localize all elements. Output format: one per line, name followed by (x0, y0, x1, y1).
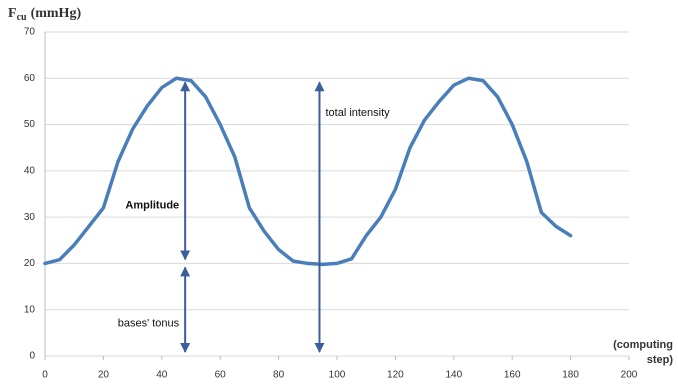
x-tick-label: 140 (445, 370, 462, 381)
x-tick-label: 120 (387, 370, 404, 381)
x-tick-label: 100 (329, 370, 346, 381)
y-tick-label: 70 (24, 27, 36, 38)
x-tick-label: 180 (562, 370, 579, 381)
x-axis-label: step) (647, 354, 674, 366)
x-tick-label: 160 (504, 370, 521, 381)
x-tick-label: 200 (621, 370, 638, 381)
y-tick-label: 0 (29, 351, 35, 362)
annotation-label: bases' tonus (118, 318, 180, 330)
x-tick-label: 20 (98, 370, 110, 381)
y-tick-label: 40 (24, 165, 36, 176)
data-line (43, 76, 573, 267)
x-tick-label: 60 (215, 370, 227, 381)
y-axis-label: Fcu (mmHg) (8, 6, 81, 23)
x-tick-label: 0 (42, 370, 48, 381)
x-tick-label: 40 (156, 370, 168, 381)
y-tick-label: 10 (24, 304, 36, 315)
y-tick-label: 20 (24, 258, 36, 269)
annotation-label: total intensity (325, 107, 390, 119)
x-axis-label: (computing (613, 339, 673, 351)
y-tick-label: 50 (24, 119, 36, 130)
y-tick-label: 60 (24, 73, 36, 84)
annotation-label: Amplitude (125, 199, 179, 211)
y-tick-label: 30 (24, 212, 36, 223)
x-tick-label: 80 (273, 370, 285, 381)
